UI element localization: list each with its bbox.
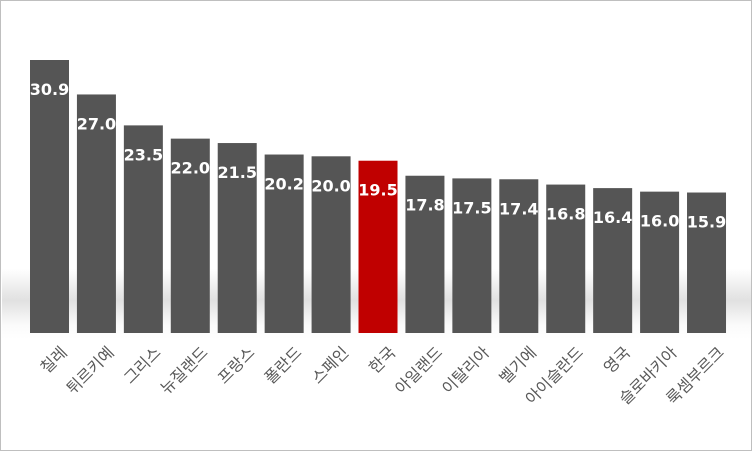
bar-0 bbox=[30, 60, 69, 333]
value-label-1: 27.0 bbox=[77, 114, 116, 133]
bar-6 bbox=[311, 156, 351, 333]
category-label-6: 스페인 bbox=[308, 343, 353, 388]
value-label-6: 20.0 bbox=[311, 176, 350, 195]
value-label-8: 17.8 bbox=[405, 196, 444, 215]
bar-4 bbox=[217, 143, 257, 333]
category-label-3: 뉴질랜드 bbox=[157, 343, 212, 398]
category-label-7: 한국 bbox=[365, 343, 399, 377]
value-label-0: 30.9 bbox=[30, 80, 69, 99]
bar-12 bbox=[593, 188, 633, 333]
bar-7 bbox=[358, 160, 398, 333]
value-label-12: 16.4 bbox=[593, 208, 632, 227]
value-label-7: 19.5 bbox=[358, 181, 397, 200]
bar-9 bbox=[452, 178, 492, 333]
category-label-9: 이탈리아 bbox=[438, 343, 493, 398]
category-label-1: 튀르키예 bbox=[63, 343, 118, 398]
value-label-5: 20.2 bbox=[264, 175, 303, 194]
bar-3 bbox=[170, 138, 210, 333]
bar-11 bbox=[546, 184, 586, 333]
bar-8 bbox=[405, 175, 445, 333]
value-label-9: 17.5 bbox=[452, 198, 491, 217]
value-label-14: 15.9 bbox=[687, 213, 726, 232]
bar-5 bbox=[264, 154, 304, 333]
category-label-5: 폴란드 bbox=[261, 343, 306, 388]
bar-14 bbox=[687, 192, 727, 333]
value-label-10: 17.4 bbox=[499, 199, 538, 218]
value-label-13: 16.0 bbox=[640, 212, 679, 231]
value-label-3: 22.0 bbox=[171, 159, 210, 178]
category-label-8: 아일랜드 bbox=[391, 343, 446, 398]
bar-10 bbox=[499, 179, 539, 333]
category-label-10: 벨기에 bbox=[495, 343, 540, 388]
category-label-0: 칠레 bbox=[37, 343, 71, 377]
bar-13 bbox=[640, 191, 680, 333]
bar-1 bbox=[76, 94, 116, 334]
value-label-4: 21.5 bbox=[217, 163, 256, 182]
value-label-11: 16.8 bbox=[546, 205, 585, 224]
value-label-2: 23.5 bbox=[124, 145, 163, 164]
category-label-12: 영국 bbox=[600, 343, 634, 377]
category-label-2: 그리스 bbox=[120, 343, 165, 388]
category-label-4: 프랑스 bbox=[214, 343, 259, 388]
bar-2 bbox=[123, 125, 163, 333]
